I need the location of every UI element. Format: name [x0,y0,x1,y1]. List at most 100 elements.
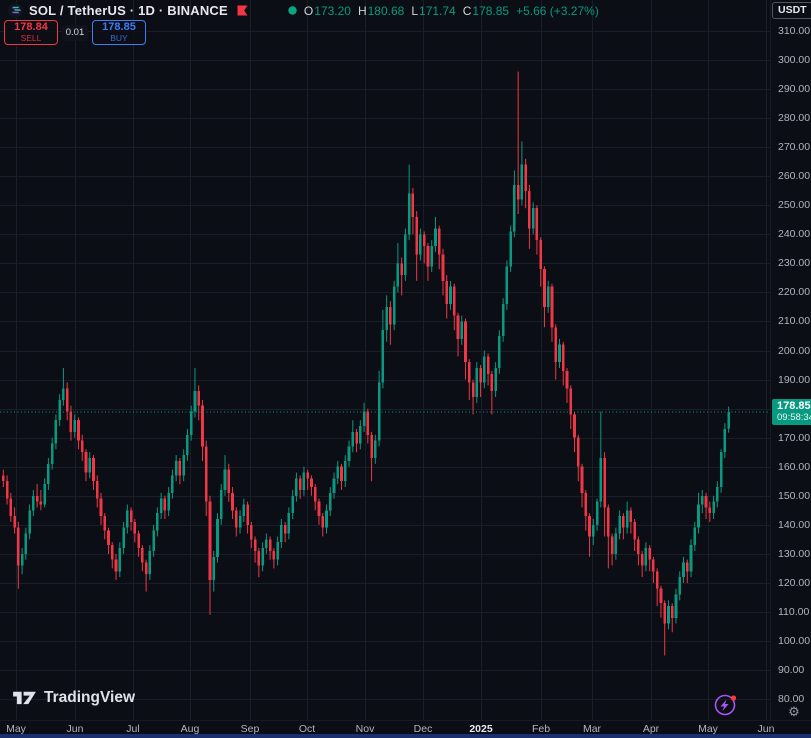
tradingview-logo-icon [13,691,36,705]
time-tick-label: Feb [531,723,551,735]
sell-label: SELL [20,33,42,43]
candle [302,466,306,496]
candle [261,542,264,572]
spread-value: 0.01 [62,24,88,41]
tradingview-watermark[interactable]: TradingView [12,688,135,707]
price-tick-label: 80.00 [778,693,805,706]
candle [505,260,509,310]
price-tick-label: 190.00 [778,373,811,386]
candlestick-chart-canvas[interactable] [0,0,770,720]
buy-button[interactable]: 178.85 BUY [92,20,146,45]
candle [201,399,204,461]
candle [464,318,467,380]
candle [174,455,178,482]
candle [141,545,144,572]
candle [171,469,174,499]
price-tick-label: 90.00 [778,664,805,677]
candle [227,463,231,502]
candle [528,184,531,249]
candle [65,382,69,421]
candle [39,489,43,511]
candle [24,527,28,560]
candle [693,521,697,551]
bottom-edge-strip [0,734,811,738]
candle [659,585,663,618]
time-tick-label: Jun [66,723,84,735]
candle [554,324,558,380]
price-tick-label: 110.00 [778,605,810,618]
price-tick-label: 310.00 [778,25,811,37]
candle [456,312,460,357]
ohlc-field: O 173.20 [303,3,351,18]
buy-price: 178.85 [102,21,136,33]
candle [561,341,565,386]
candle [374,434,377,464]
candle [219,484,223,525]
bar-countdown: 09:58:34 [777,411,811,423]
candle [133,519,137,543]
candle [197,385,201,421]
time-tick-label: May [698,723,718,735]
candle [212,550,216,592]
candle [287,507,291,540]
boost-lightning-button[interactable] [712,691,740,719]
candle [216,513,219,563]
candle [531,202,535,235]
candle [501,298,505,342]
candle [494,362,497,398]
candle [377,370,381,447]
candle [355,428,358,453]
candle [610,533,614,566]
time-tick-label: Aug [180,723,200,735]
sell-button[interactable]: 178.84 SELL [4,20,58,45]
price-tick-label: 130.00 [778,547,811,560]
candle [152,524,155,557]
symbol-header: SOL / TetherUS · 1D · BINANCE O 173.20 H 18… [8,3,599,18]
time-tick-label: May [6,723,26,735]
candle [509,225,512,273]
candle [182,449,185,482]
candle [223,455,227,496]
candle [629,507,633,534]
candle [242,498,246,522]
candle [622,513,625,540]
price-tick-label: 100.00 [778,635,811,647]
candle [347,440,351,467]
candle [486,353,490,386]
candle [573,411,576,453]
candle [434,216,437,252]
candle [603,452,606,537]
buy-label: BUY [110,33,128,43]
market-open-dot-icon[interactable] [287,5,298,16]
candle [637,536,640,566]
candle [328,487,332,517]
currency-unit-button[interactable]: USDT [772,2,811,19]
candle [592,519,595,546]
time-tick-label: Mar [582,723,602,735]
candle [28,504,31,540]
ohlc-field: H 180.68 [357,3,405,18]
candle [471,379,475,415]
candle [95,475,99,508]
candle [9,492,13,522]
candle [520,141,524,206]
candle [689,539,693,578]
candle [576,434,580,482]
candle [268,536,272,560]
candle [452,283,456,331]
candle [580,463,584,508]
candle [430,240,434,273]
candle [310,475,313,496]
settings-gear-icon[interactable]: ⚙ [788,704,800,719]
candle [54,414,58,450]
price-axis[interactable]: 178.85 09:58:34 310.00 300.00 290.00 280.00… [770,0,811,720]
candle [47,458,50,490]
candle [50,437,54,470]
candle [708,501,712,522]
time-tick-label: Sep [240,723,260,735]
candle [407,164,411,241]
flag-icon[interactable] [236,4,249,17]
candle [306,469,309,490]
symbol-title[interactable]: SOL / TetherUS · 1D · BINANCE [29,3,228,18]
time-axis[interactable]: May Jun Jul Aug Sep Oct Nov Dec 2025 Feb Mar Apr May… [0,720,811,735]
